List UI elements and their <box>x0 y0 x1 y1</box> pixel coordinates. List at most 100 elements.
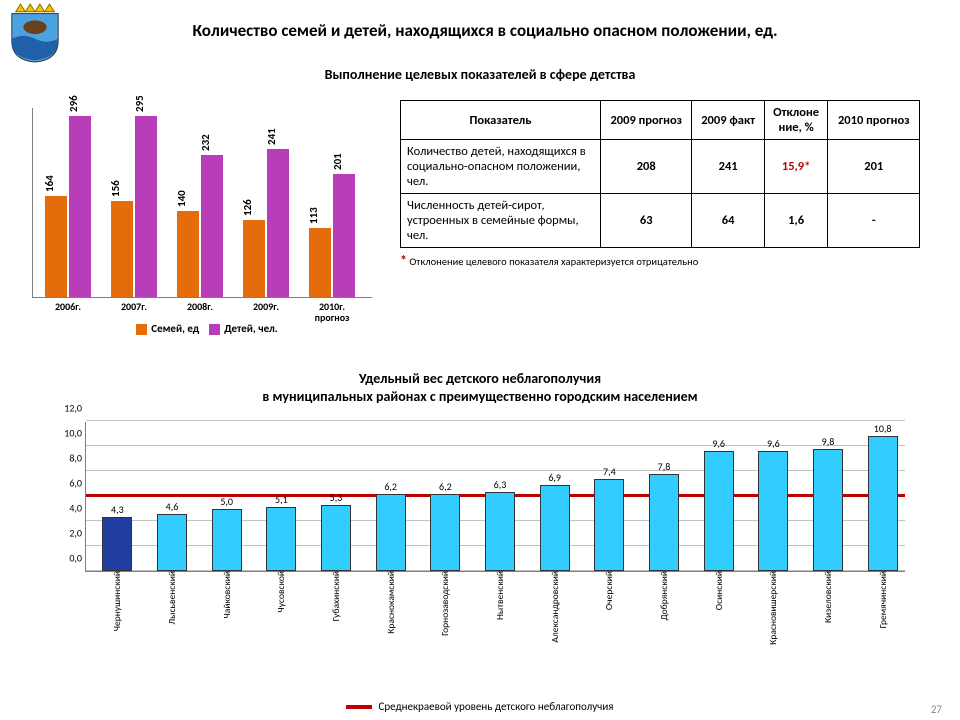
top-bar-value: 296 <box>67 95 80 112</box>
top-bar-value: 113 <box>307 207 320 224</box>
table-cell-label: Количество детей, находящихся в социальн… <box>401 140 601 194</box>
bottom-bar: 4,3 <box>102 517 132 571</box>
page-number: 27 <box>931 703 942 716</box>
bottom-bar-value: 6,2 <box>439 480 452 495</box>
bottom-bar-value: 5,0 <box>220 495 233 510</box>
bottom-x-label: Очерский <box>603 571 615 610</box>
top-bar-value: 164 <box>43 176 56 193</box>
bottom-x-label: Красновишерский <box>767 571 779 645</box>
bottom-x-label: Чернушинский <box>111 571 123 631</box>
bottom-bar-value: 7,8 <box>658 460 671 475</box>
table-footnote: * Отклонение целевого показателя характе… <box>400 252 920 269</box>
bottom-bar: 5,0 <box>212 509 242 572</box>
bottom-bar: 9,6 <box>704 451 734 571</box>
bottom-bar: 6,3 <box>485 492 515 571</box>
bottom-x-label: Чайковский <box>221 571 233 619</box>
top-bar-value: 295 <box>133 95 146 112</box>
table-cell: 64 <box>692 194 764 248</box>
bottom-bar-value: 6,9 <box>548 471 561 486</box>
bottom-bar-value: 9,6 <box>767 437 780 452</box>
top-bar: 241 <box>267 149 289 297</box>
bottom-bar: 9,6 <box>758 451 788 571</box>
bottom-bar: 9,8 <box>813 449 843 572</box>
table-cell: - <box>828 194 920 248</box>
table-header: Отклонение, % <box>764 101 828 140</box>
bottom-bar: 6,9 <box>540 485 570 571</box>
top-x-label: 2006г. <box>38 297 98 312</box>
table-header: 2009 прогноз <box>601 101 692 140</box>
indicators-table: Показатель2009 прогноз2009 фактОтклонени… <box>400 100 920 269</box>
table-header: 2009 факт <box>692 101 764 140</box>
top-x-label: 2010г.прогноз <box>302 297 362 323</box>
top-bar: 296 <box>69 116 91 297</box>
bottom-bar-value: 6,3 <box>494 478 507 493</box>
top-bar-value: 156 <box>109 181 122 198</box>
bottom-y-tick: 8,0 <box>69 452 86 465</box>
bottom-chart-title: Удельный вес детского неблагополучия в м… <box>0 370 960 406</box>
top-bar-value: 232 <box>199 134 212 151</box>
bottom-chart-legend: Среднекраевой уровень детского неблагопо… <box>0 700 960 713</box>
bottom-y-tick: 0,0 <box>69 552 86 565</box>
bottom-bar-value: 5,3 <box>330 491 343 506</box>
bottom-bar: 6,2 <box>430 494 460 572</box>
bottom-x-label: Кизеловский <box>822 571 834 623</box>
table-cell: 241 <box>692 140 764 194</box>
coat-of-arms <box>6 2 64 64</box>
table-cell: 1,6 <box>764 194 828 248</box>
bottom-bar-chart: 0,02,04,06,08,010,012,04,3Чернушинский4,… <box>50 418 920 618</box>
bottom-bar-value: 7,4 <box>603 465 616 480</box>
top-bar-value: 126 <box>241 199 254 216</box>
bottom-bar-value: 5,1 <box>275 493 288 508</box>
top-bar: 126 <box>243 220 265 297</box>
table-cell: 201 <box>828 140 920 194</box>
top-bar: 295 <box>135 116 157 297</box>
bottom-x-label: Краснокамский <box>385 571 397 634</box>
top-bar: 201 <box>333 174 355 297</box>
top-bar: 232 <box>201 155 223 297</box>
bottom-y-tick: 6,0 <box>69 477 86 490</box>
bottom-bar-value: 10,8 <box>874 422 892 437</box>
table-header: Показатель <box>401 101 601 140</box>
bottom-bar: 5,1 <box>266 507 296 571</box>
bottom-x-label: Лысьвенский <box>166 571 178 625</box>
bottom-x-label: Губахинский <box>330 571 342 621</box>
bottom-y-tick: 12,0 <box>64 402 86 415</box>
bottom-bar: 6,2 <box>376 494 406 572</box>
bottom-y-tick: 2,0 <box>69 527 86 540</box>
bottom-bar: 7,8 <box>649 474 679 572</box>
top-bar: 156 <box>111 201 133 297</box>
bottom-x-label: Осинский <box>713 571 725 610</box>
table-header: 2010 прогноз <box>828 101 920 140</box>
top-chart-legend: Семей, едДетей, чел. <box>22 322 382 335</box>
bottom-bar-value: 9,8 <box>822 435 835 450</box>
table-cell: 208 <box>601 140 692 194</box>
bottom-y-tick: 4,0 <box>69 502 86 515</box>
bottom-x-label: Горнозаводский <box>439 571 451 636</box>
top-bar-chart: 1642962006г.1562952007г.1402322008г.1262… <box>22 90 382 350</box>
bottom-x-label: Добрянский <box>658 571 670 620</box>
table-cell-label: Численность детей-сирот, устроенных в се… <box>401 194 601 248</box>
top-x-label: 2007г. <box>104 297 164 312</box>
bottom-x-label: Чусовской <box>275 571 287 613</box>
bottom-bar-value: 6,2 <box>384 480 397 495</box>
bottom-bar-value: 9,6 <box>712 437 725 452</box>
bottom-bar: 5,3 <box>321 505 351 571</box>
bottom-bar: 7,4 <box>594 479 624 572</box>
bottom-bar: 4,6 <box>157 514 187 572</box>
top-bar-value: 201 <box>331 153 344 170</box>
bottom-bar: 10,8 <box>868 436 898 571</box>
bottom-bar-value: 4,3 <box>111 503 124 518</box>
page-title: Количество семей и детей, находящихся в … <box>80 20 890 41</box>
top-bar-value: 241 <box>265 129 278 146</box>
top-bar: 113 <box>309 228 331 297</box>
bottom-bar-value: 4,6 <box>166 500 179 515</box>
bottom-x-label: Нытвенский <box>494 571 506 620</box>
table-row: Численность детей-сирот, устроенных в се… <box>401 194 920 248</box>
bottom-y-tick: 10,0 <box>64 427 86 440</box>
top-bar: 164 <box>45 196 67 297</box>
table-cell: 63 <box>601 194 692 248</box>
table-cell: 15,9* <box>764 140 828 194</box>
top-bar: 140 <box>177 211 199 297</box>
top-bar-value: 140 <box>175 190 188 207</box>
bottom-x-label: Александровский <box>549 571 561 643</box>
